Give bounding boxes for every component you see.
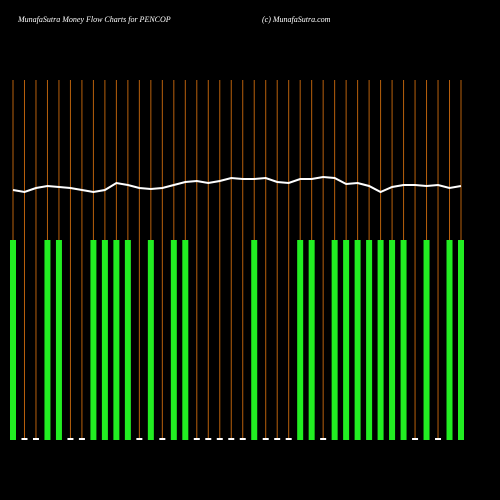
bar <box>228 438 235 440</box>
bar <box>32 438 39 440</box>
bar <box>320 438 327 440</box>
bar <box>90 240 97 440</box>
bar <box>21 438 28 440</box>
bar <box>274 438 281 440</box>
bar <box>343 240 350 440</box>
bar <box>136 438 143 440</box>
bar <box>389 240 396 440</box>
bar <box>239 438 246 440</box>
bar <box>377 240 384 440</box>
bar <box>458 240 464 440</box>
bar <box>216 438 223 440</box>
bar <box>423 240 430 440</box>
bar <box>113 240 120 440</box>
bar <box>366 240 373 440</box>
bar <box>435 438 442 440</box>
bar <box>354 240 361 440</box>
chart-title: MunafaSutra Money Flow Charts for PENCOP <box>17 15 171 24</box>
bar <box>67 438 74 440</box>
bar <box>400 240 407 440</box>
bar <box>124 240 131 440</box>
bar <box>170 240 177 440</box>
bar <box>297 240 304 440</box>
bar <box>147 240 154 440</box>
money-flow-line <box>12 175 462 194</box>
bar <box>55 240 62 440</box>
bar <box>159 438 166 440</box>
bar <box>308 240 315 440</box>
chart-subtitle: (c) MunafaSutra.com <box>262 15 331 24</box>
bar <box>446 240 453 440</box>
bar <box>251 240 258 440</box>
bar <box>285 438 292 440</box>
bar <box>44 240 51 440</box>
bar <box>412 438 419 440</box>
bar <box>101 240 108 440</box>
bar <box>193 438 200 440</box>
bar <box>182 240 189 440</box>
bar <box>331 240 338 440</box>
bar <box>262 438 269 440</box>
bar <box>78 438 85 440</box>
bar <box>10 240 16 440</box>
bar <box>205 438 212 440</box>
